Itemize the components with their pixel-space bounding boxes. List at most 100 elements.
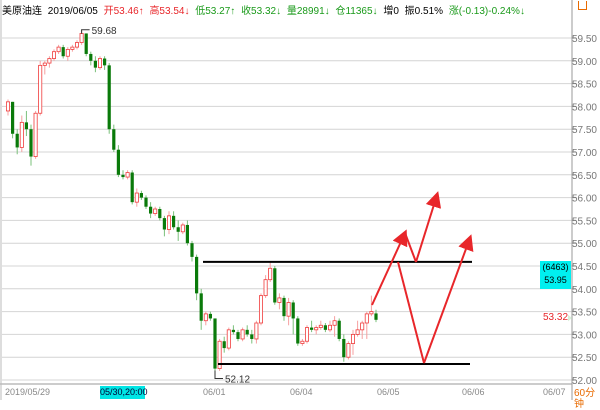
y-tick-label: 52.00: [572, 376, 597, 387]
x-tick: 2019/05/29: [5, 387, 51, 397]
candle-body: [360, 322, 365, 331]
max-marker: 59.68: [81, 26, 117, 37]
open-price: 开53.46↑: [103, 6, 144, 17]
candle-body: [112, 129, 116, 150]
candle-body: [15, 133, 19, 148]
candle: [332, 316, 337, 337]
candle: [70, 44, 75, 52]
candle: [65, 47, 70, 61]
candle: [19, 115, 24, 152]
candle-body: [199, 293, 203, 321]
candle: [130, 170, 134, 205]
candle: [116, 145, 120, 178]
candle-body: [93, 60, 97, 68]
candle: [149, 202, 153, 219]
candle-body: [258, 295, 263, 324]
candle: [374, 309, 378, 323]
arrow-up-3: [423, 234, 474, 364]
candle-body: [291, 302, 295, 319]
y-tick-label: 59.50: [572, 34, 597, 45]
candle-body: [300, 340, 305, 344]
candle: [258, 293, 263, 326]
candle: [327, 320, 332, 333]
candle: [277, 293, 282, 310]
candle: [185, 220, 189, 246]
candle-body: [75, 42, 80, 48]
candle: [337, 318, 341, 342]
candle-body: [231, 329, 235, 333]
candle-body: [286, 302, 291, 317]
candle: [310, 320, 314, 333]
max-label: 59.68: [92, 26, 117, 37]
candle: [6, 99, 11, 116]
candle-body: [327, 324, 332, 331]
candle-body: [103, 58, 107, 66]
candle: [314, 325, 319, 335]
candle: [158, 206, 162, 221]
candle: [125, 170, 130, 180]
y-tick-label: 57.50: [572, 125, 597, 136]
candle: [29, 124, 33, 166]
candle-body: [323, 325, 327, 330]
candle: [286, 297, 291, 326]
candle: [226, 327, 231, 351]
candle: [195, 254, 199, 301]
y-tick-label: 52.50: [572, 353, 597, 364]
candle-body: [250, 334, 254, 339]
candle: [250, 329, 254, 344]
candle-body: [185, 224, 189, 244]
candle-body: [162, 218, 166, 230]
candle: [199, 288, 203, 330]
candle-body: [153, 208, 158, 214]
candle-body: [70, 46, 75, 50]
y-tick-label: 58.00: [572, 102, 597, 113]
candle-body: [369, 311, 374, 315]
increase: 增0: [383, 6, 399, 17]
candle-body: [240, 329, 245, 340]
candle: [93, 56, 97, 73]
x-tick: 06/07: [543, 387, 566, 397]
candle-body: [263, 279, 268, 297]
y-tick-label: 53.00: [572, 330, 597, 341]
candle: [222, 336, 226, 353]
candle: [273, 266, 277, 305]
candle: [139, 190, 143, 200]
panel-toggle-icon[interactable]: [578, 1, 587, 10]
candle-body: [304, 327, 309, 342]
arrow-down-2: [397, 261, 425, 364]
candle: [296, 316, 300, 346]
candle: [180, 222, 185, 235]
candle-body: [364, 313, 369, 324]
candle-body: [47, 58, 52, 64]
candle-body: [144, 197, 148, 207]
candle-body: [190, 243, 194, 257]
candle-body: [346, 343, 351, 358]
candle-body: [38, 64, 43, 114]
candle-body: [236, 332, 240, 339]
arrow-up-1: [371, 229, 408, 306]
crosshair-price-box: (6463) 53.95: [540, 261, 571, 289]
candle: [38, 60, 43, 116]
candle-body: [350, 333, 355, 344]
min-label: 52.12: [225, 375, 250, 386]
period-selector[interactable]: 60分钟: [574, 388, 596, 410]
candle: [166, 211, 171, 235]
candle: [47, 56, 52, 68]
candle-body: [203, 313, 208, 322]
candle: [121, 170, 125, 180]
price-box-value: 53.95: [544, 275, 567, 285]
candle: [318, 320, 323, 330]
candle-body: [332, 320, 337, 326]
candle-body: [24, 122, 28, 130]
candle: [355, 320, 360, 337]
close-price: 收53.32↓: [241, 6, 282, 17]
y-tick-label: 57.00: [572, 148, 597, 159]
candle-body: [149, 206, 153, 214]
candle-body: [79, 33, 84, 43]
candle-body: [273, 268, 277, 303]
candle: [213, 318, 217, 375]
candle-body: [268, 267, 273, 281]
last-price-label: 53.32: [543, 312, 569, 323]
candle: [323, 323, 327, 333]
candle: [360, 320, 365, 339]
